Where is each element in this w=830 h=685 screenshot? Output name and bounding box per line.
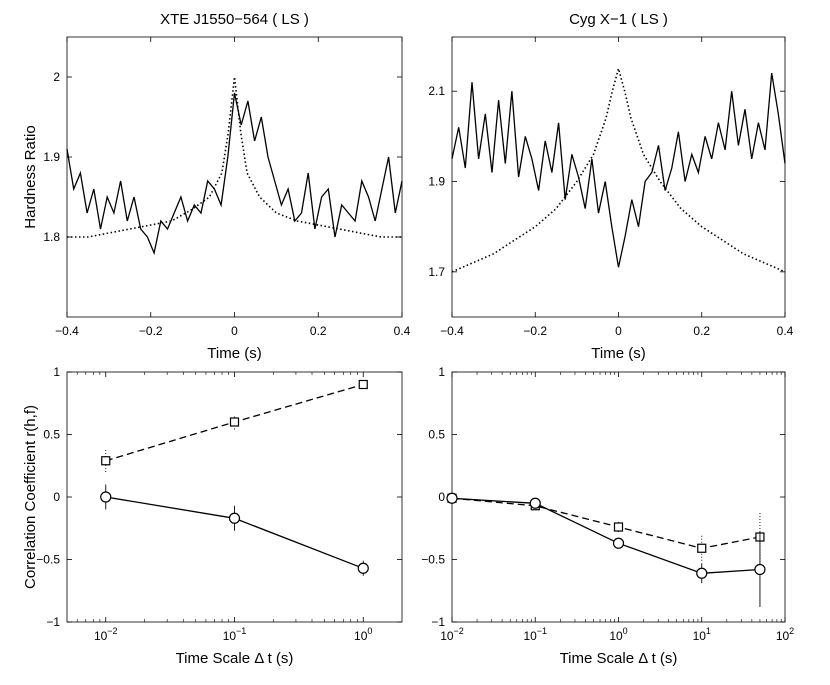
x-tick-label: 0.2	[693, 324, 710, 338]
data-point-circle	[100, 491, 112, 503]
x-tick-label: 0.2	[310, 324, 327, 338]
y-tick-label: 0	[53, 490, 60, 504]
data-point-square	[697, 543, 707, 553]
x-tick-label: 0	[231, 324, 238, 338]
plot-frame	[451, 371, 786, 623]
x-tick-label: 101	[693, 626, 711, 643]
series-line	[67, 76, 402, 238]
x-axis-label: Time (s)	[591, 345, 645, 362]
x-tick-label: 0.4	[777, 324, 794, 338]
y-axis-label: Hardness Ratio	[22, 125, 39, 228]
x-tick-label: 100	[354, 626, 372, 643]
data-point-square	[358, 379, 368, 390]
x-tick-label: −0.4	[55, 324, 79, 338]
x-tick-label: −0.4	[440, 324, 464, 338]
x-tick-label: 10−2	[440, 626, 464, 643]
series-line	[451, 72, 786, 268]
y-tick-label: −0.5	[421, 553, 445, 567]
panel-top-right: −0.4 −0.2 0 0.2 0.4 1.7 1.9 2.1 Cyg X−1 ( LS ) Ti…	[428, 11, 793, 362]
data-point-square	[229, 417, 240, 427]
data-point-circle	[529, 497, 541, 509]
x-tick-label: −0.2	[523, 324, 547, 338]
x-tick-label: 10−1	[523, 626, 547, 643]
y-tick-label: 1	[438, 365, 445, 379]
x-tick-label: 100	[609, 626, 627, 643]
y-tick-label: 1.7	[428, 265, 445, 279]
panel-top-left: −0.4 −0.2 0 0.2 0.4 1.8 1.9 2 XTE J1550−564 ( LS…	[22, 11, 411, 362]
y-tick-label: 0.5	[428, 428, 445, 442]
y-tick-label: −1	[46, 615, 60, 629]
series-line	[451, 497, 761, 549]
data-point-circle	[357, 562, 369, 574]
series-line	[451, 65, 786, 273]
chart-title: XTE J1550−564 ( LS )	[160, 11, 309, 28]
chart-title: Cyg X−1 ( LS )	[569, 11, 668, 28]
y-tick-label: −1	[431, 615, 445, 629]
plot-frame	[66, 371, 403, 623]
series-line	[451, 497, 760, 574]
x-tick-label: 0.4	[394, 324, 411, 338]
x-tick-label: −0.2	[139, 324, 163, 338]
x-tick-label: 10−1	[223, 626, 247, 643]
data-point-circle	[446, 492, 458, 504]
y-tick-label: −0.5	[36, 553, 60, 567]
x-axis-label: Time Scale Δ t (s)	[176, 650, 294, 667]
x-tick-label: 10−2	[94, 626, 118, 643]
y-tick-label: 1.9	[43, 150, 60, 164]
data-point-square	[101, 456, 111, 466]
y-axis-label: Correlation Coefficient r(h,f)	[22, 405, 39, 589]
y-tick-label: 2	[53, 70, 60, 84]
y-tick-label: 1.9	[428, 175, 445, 189]
x-tick-label: 102	[776, 626, 794, 643]
data-point-circle	[696, 567, 708, 579]
series-line	[66, 92, 403, 256]
y-tick-label: 0.5	[43, 428, 60, 442]
panel-bottom-left: 10−2 10−1 100 −1 −0.5 0 0.5 1 Time Scale Δ t (s)…	[22, 365, 403, 667]
data-point-circle	[754, 563, 766, 576]
data-point-circle	[612, 537, 625, 549]
y-tick-label: 1	[53, 365, 60, 379]
data-point-circle	[228, 512, 241, 524]
y-tick-label: 1.8	[43, 230, 60, 244]
plot-frame	[451, 36, 786, 318]
x-axis-label: Time Scale Δ t (s)	[560, 650, 678, 667]
x-axis-label: Time (s)	[207, 345, 261, 362]
y-tick-label: 0	[438, 490, 445, 504]
data-point-square	[613, 522, 624, 532]
y-tick-label: 2.1	[428, 84, 445, 98]
panel-bottom-right: 10−2 10−1 100 101 102 −1 −0.5 0 0.5 1 Time Scale Δ…	[421, 365, 794, 667]
x-tick-label: 0	[615, 324, 622, 338]
